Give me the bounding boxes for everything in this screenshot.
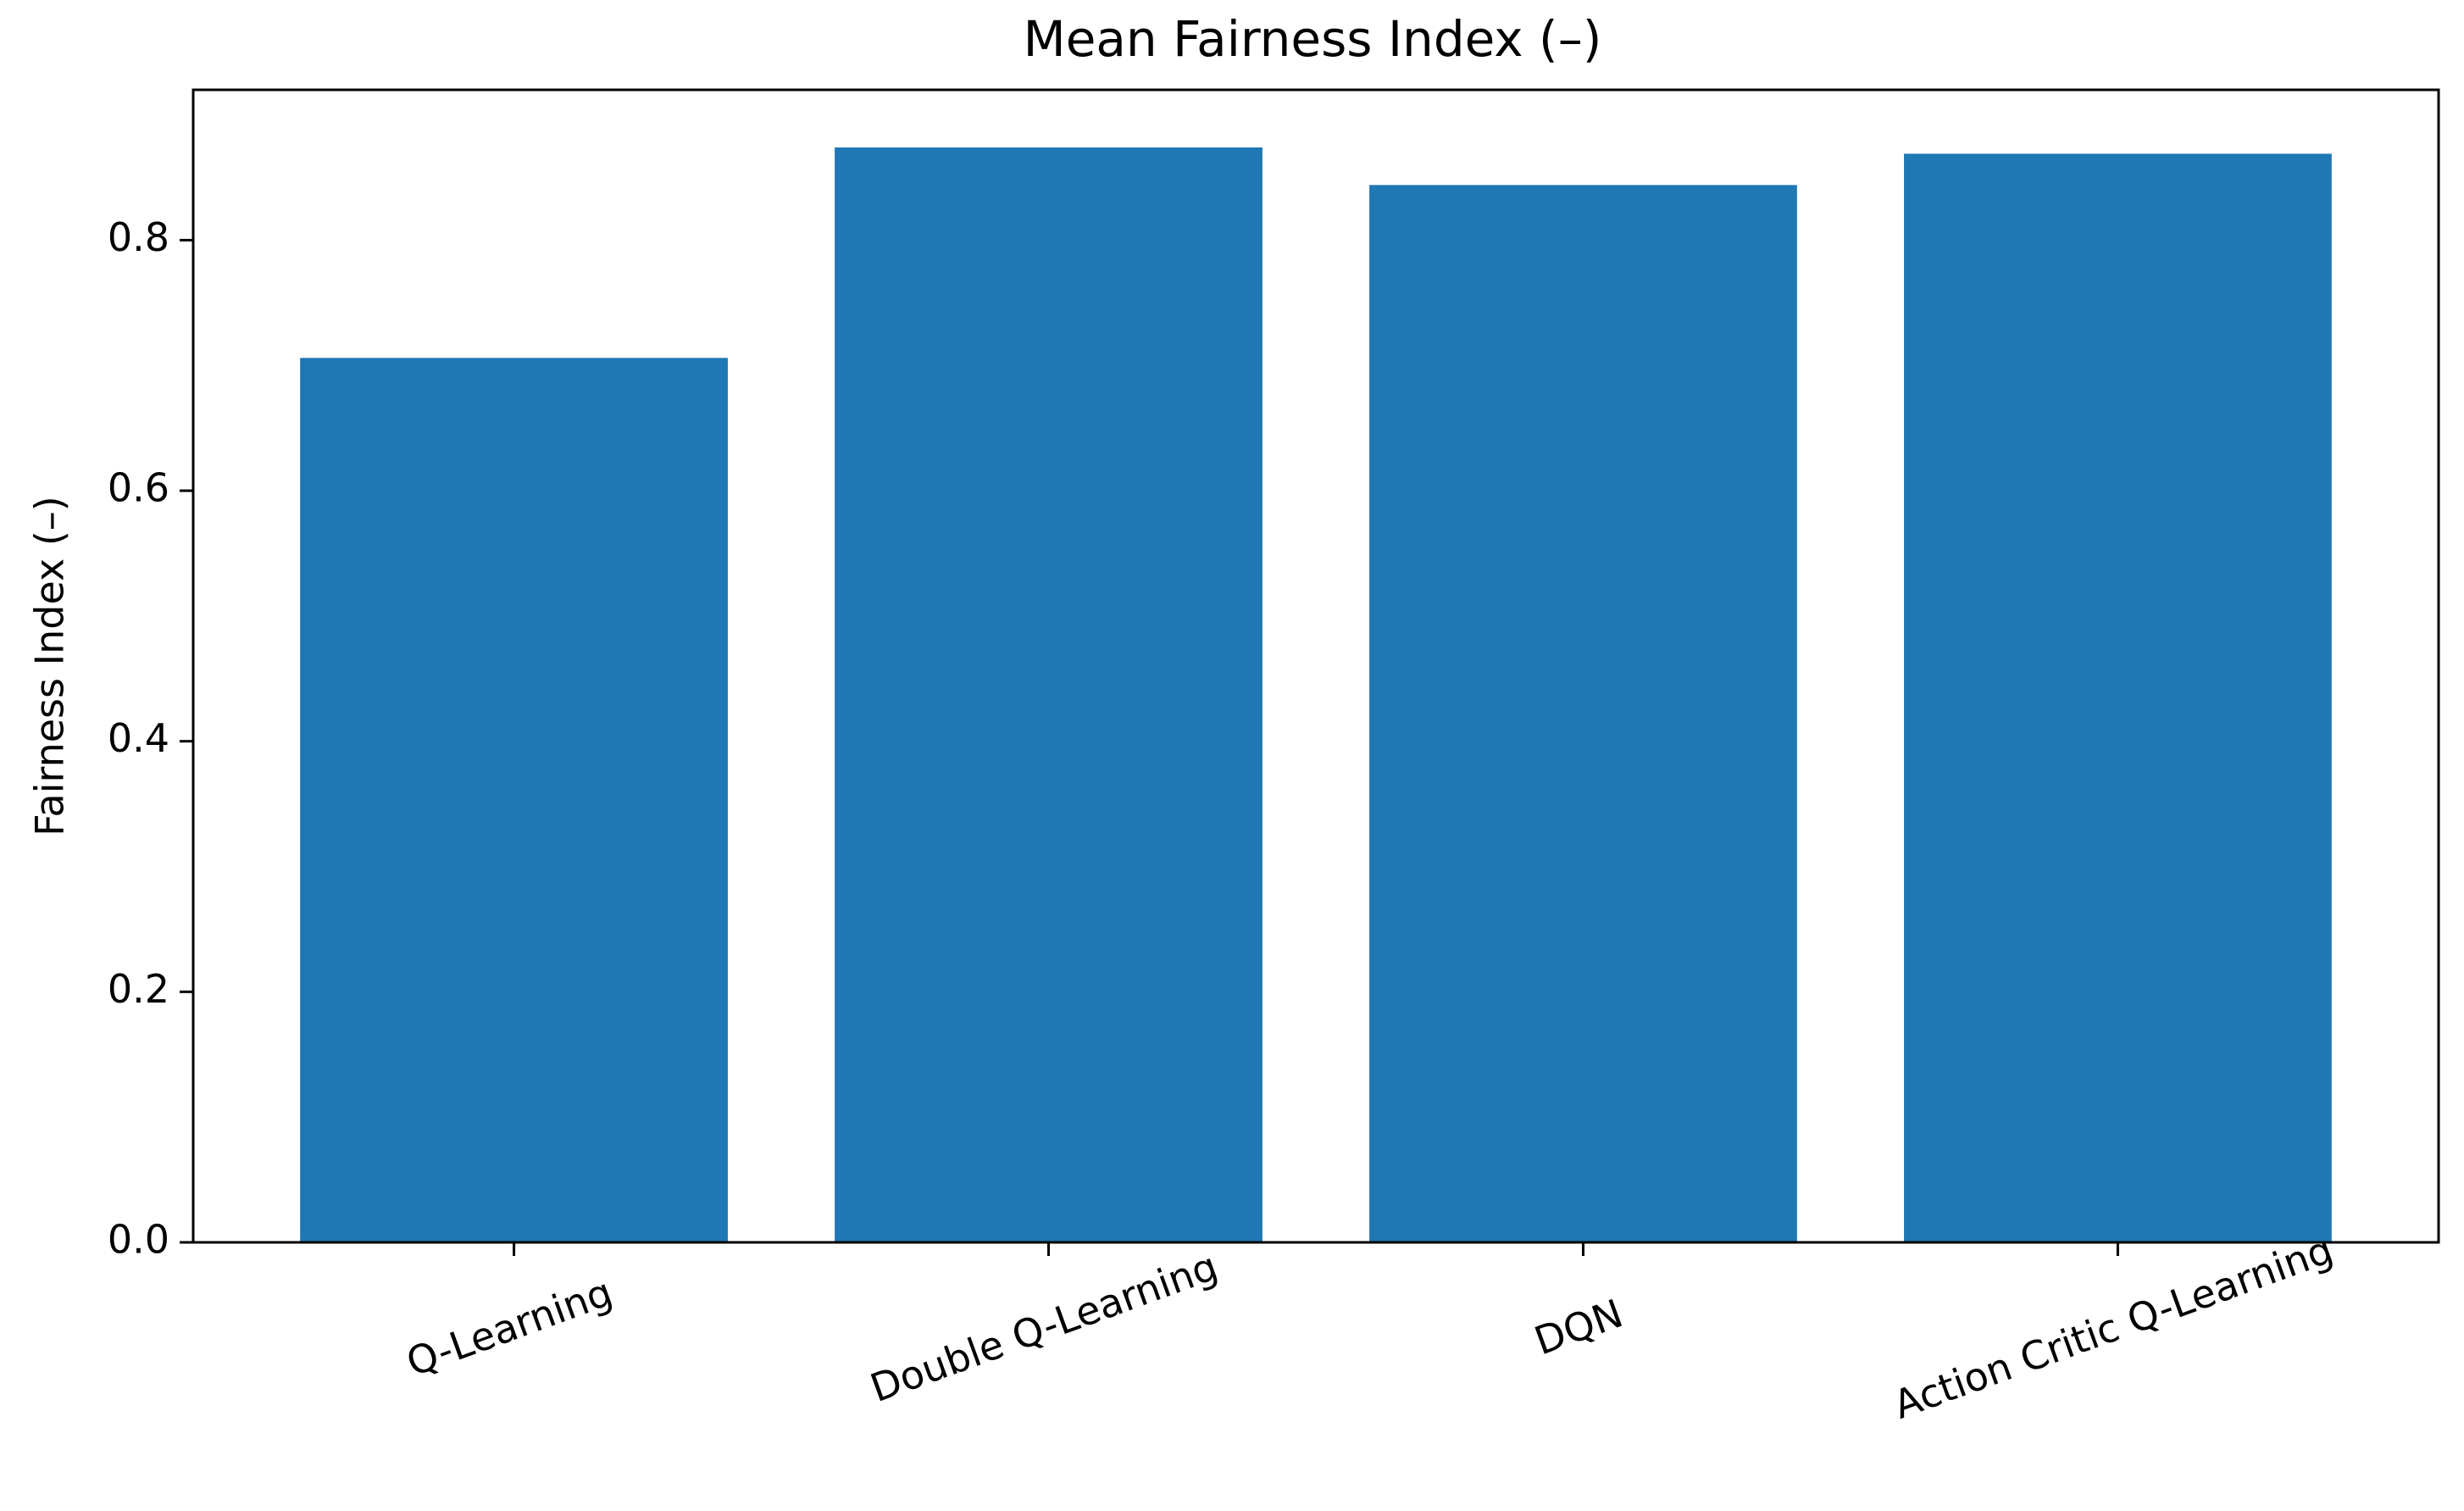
y-tick-label: 0.4 [108, 715, 169, 761]
bar-dqn [1369, 185, 1797, 1243]
y-tick-label: 0.2 [108, 966, 169, 1012]
x-tick-label: Double Q-Learning [864, 1243, 1224, 1411]
chart-title: Mean Fairness Index (–) [1024, 10, 1602, 68]
x-tick-label: Q-Learning [401, 1269, 619, 1386]
plot-frame [191, 88, 2440, 1244]
y-axis: 0.0 0.2 0.4 0.6 0.8 [108, 214, 193, 1263]
y-tick-label: 0.8 [108, 214, 169, 260]
bars-layer [300, 147, 2332, 1243]
bar-double-q-learning [835, 147, 1263, 1242]
bar-action-critic-q-learning [1904, 153, 2332, 1242]
y-tick-label: 0.0 [108, 1217, 169, 1263]
x-axis: Q-Learning Double Q-Learning DQN Action Cri… [401, 1226, 2339, 1428]
y-tick-label: 0.6 [108, 465, 169, 511]
bar-q-learning [300, 358, 728, 1242]
x-tick-label: Action Critic Q-Learning [1888, 1226, 2339, 1428]
y-axis-label: Fairness Index (–) [27, 496, 73, 836]
x-tick-label: DQN [1529, 1290, 1629, 1364]
